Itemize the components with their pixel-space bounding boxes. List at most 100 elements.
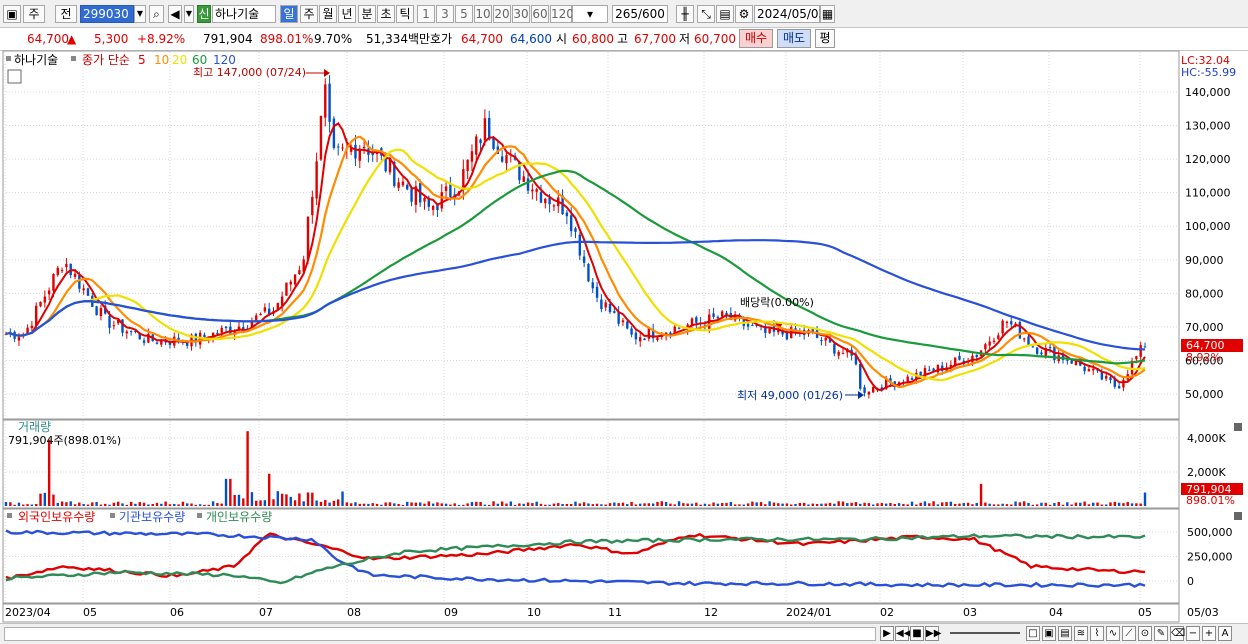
volume-bar bbox=[794, 503, 797, 506]
period-tab-3[interactable]: 년 bbox=[338, 5, 356, 23]
avg-button[interactable]: 평 bbox=[815, 29, 835, 48]
go-start-icon[interactable]: ◀◀ bbox=[895, 626, 912, 641]
price-tick: 120,000 bbox=[1185, 153, 1231, 166]
interval-tab-3[interactable]: 3 bbox=[436, 5, 454, 23]
date-field[interactable]: 2024/05/03 bbox=[754, 5, 826, 23]
candle-body bbox=[289, 281, 292, 285]
volume-bar bbox=[242, 498, 245, 506]
period-tab-6[interactable]: 틱 bbox=[396, 5, 414, 23]
volume-bar bbox=[224, 478, 228, 506]
chart-menu-icon[interactable]: ▣ bbox=[3, 5, 21, 23]
sell-button[interactable]: 매도 bbox=[777, 29, 811, 48]
candle-body bbox=[17, 337, 21, 341]
volume-bar bbox=[539, 503, 543, 506]
table-icon[interactable] bbox=[7, 69, 22, 84]
low-label: 저 bbox=[679, 32, 691, 46]
candle-body bbox=[224, 326, 228, 328]
interval-tab-120[interactable]: 120 bbox=[550, 5, 574, 23]
gear-icon[interactable]: ⚙ bbox=[735, 5, 753, 23]
volume-bar bbox=[604, 504, 607, 506]
layout-icon[interactable]: ▤ bbox=[1058, 626, 1072, 641]
compare-icon[interactable]: ≋ bbox=[1074, 626, 1088, 641]
volume-bar bbox=[112, 502, 116, 506]
price-tick: 50,000 bbox=[1185, 388, 1224, 401]
zoom-out-icon[interactable]: − bbox=[1186, 626, 1200, 641]
candle-body bbox=[349, 147, 353, 152]
volume-bar bbox=[505, 503, 508, 506]
draw-icon[interactable]: ✎ bbox=[1154, 626, 1168, 641]
period-tab-0[interactable]: 일 bbox=[280, 5, 298, 23]
period-tab-4[interactable]: 분 bbox=[358, 5, 376, 23]
candle-body bbox=[358, 148, 361, 161]
candle-body bbox=[203, 334, 206, 338]
candle-body bbox=[1070, 360, 1073, 364]
x-tick: 08 bbox=[347, 606, 361, 619]
holding-close-icon[interactable] bbox=[1234, 512, 1242, 520]
interval-tab-60[interactable]: 60 bbox=[531, 5, 549, 23]
candle-body bbox=[768, 326, 771, 334]
volume-pct-tag: 898.01% bbox=[1186, 494, 1235, 507]
period-tab-1[interactable]: 주 bbox=[300, 5, 318, 23]
scroll-right-icon[interactable]: ▶ bbox=[880, 626, 894, 641]
volume-bar bbox=[483, 504, 487, 506]
go-end-icon[interactable]: ▶▶ bbox=[925, 626, 942, 641]
volume-bar bbox=[86, 504, 90, 506]
save-icon[interactable]: ▤ bbox=[716, 5, 734, 23]
volume-bar bbox=[164, 501, 167, 506]
speaker-dropdown-icon[interactable]: ▼ bbox=[184, 5, 194, 23]
calendar-icon[interactable]: ▦ bbox=[820, 5, 835, 23]
x-tick: 04 bbox=[1049, 606, 1063, 619]
candle-body bbox=[341, 147, 344, 149]
candle-type-icon[interactable]: ╫ bbox=[676, 5, 694, 23]
candle-body bbox=[587, 264, 590, 282]
buy-button[interactable]: 매수 bbox=[739, 29, 773, 48]
interval-tab-10[interactable]: 10 bbox=[474, 5, 492, 23]
search-icon[interactable]: ⌕ bbox=[149, 5, 164, 23]
period-tab-2[interactable]: 월 bbox=[319, 5, 337, 23]
candle-body bbox=[988, 341, 991, 346]
interval-tab-5[interactable]: 5 bbox=[455, 5, 473, 23]
volume-bar bbox=[354, 502, 357, 506]
volume-close-icon[interactable] bbox=[1234, 423, 1242, 431]
candle-body bbox=[242, 327, 245, 330]
chart-scrollbar[interactable] bbox=[4, 627, 876, 641]
candle-body bbox=[953, 357, 957, 366]
speaker-icon[interactable]: ◀ bbox=[168, 5, 182, 23]
period-tab-5[interactable]: 초 bbox=[377, 5, 395, 23]
zoom-in-icon[interactable]: + bbox=[1202, 626, 1216, 641]
market-select[interactable]: 주 bbox=[23, 5, 45, 23]
candle-body bbox=[639, 337, 642, 342]
zoom-fit-icon[interactable]: □ bbox=[1026, 626, 1040, 641]
candle-body bbox=[436, 204, 439, 211]
custom-interval-select[interactable]: ▾ bbox=[572, 5, 608, 23]
volume-bar bbox=[1135, 503, 1138, 506]
split-icon[interactable]: ▣ bbox=[1042, 626, 1056, 641]
volume-bars bbox=[4, 431, 1147, 506]
holding-bullet-icon bbox=[110, 513, 115, 518]
interval-tab-30[interactable]: 30 bbox=[512, 5, 530, 23]
stop-icon[interactable]: ■ bbox=[910, 626, 924, 641]
chart-type-icon[interactable]: ⌇ bbox=[1090, 626, 1104, 641]
interval-tab-1[interactable]: 1 bbox=[417, 5, 435, 23]
trend-icon[interactable]: ∿ bbox=[1106, 626, 1120, 641]
x-tick: 11 bbox=[608, 606, 622, 619]
volume-bar bbox=[151, 504, 154, 506]
volume-bar bbox=[1079, 502, 1082, 506]
volume-bar bbox=[341, 491, 344, 506]
stock-code-input[interactable]: 299030 bbox=[80, 5, 134, 23]
magnet-icon[interactable]: ⊙ bbox=[1138, 626, 1152, 641]
interval-tab-20[interactable]: 20 bbox=[493, 5, 511, 23]
font-size-icon[interactable]: A bbox=[1218, 626, 1232, 641]
eraser-icon[interactable]: ⌫ bbox=[1170, 626, 1186, 641]
zoom-slider[interactable] bbox=[950, 632, 1020, 634]
draw-tool-icon[interactable]: ⤡ bbox=[697, 5, 715, 23]
volume-bar bbox=[401, 504, 405, 506]
volume-bar bbox=[319, 501, 323, 506]
candle-body bbox=[565, 212, 569, 217]
volume-bar bbox=[47, 439, 51, 506]
line-tool-icon[interactable]: ⟋ bbox=[1122, 626, 1136, 641]
code-dropdown-icon[interactable]: ▼ bbox=[134, 5, 146, 23]
volume-bar bbox=[733, 504, 737, 506]
count-field[interactable]: 265/600 bbox=[612, 5, 668, 23]
prev-select[interactable]: 전 bbox=[55, 5, 77, 23]
